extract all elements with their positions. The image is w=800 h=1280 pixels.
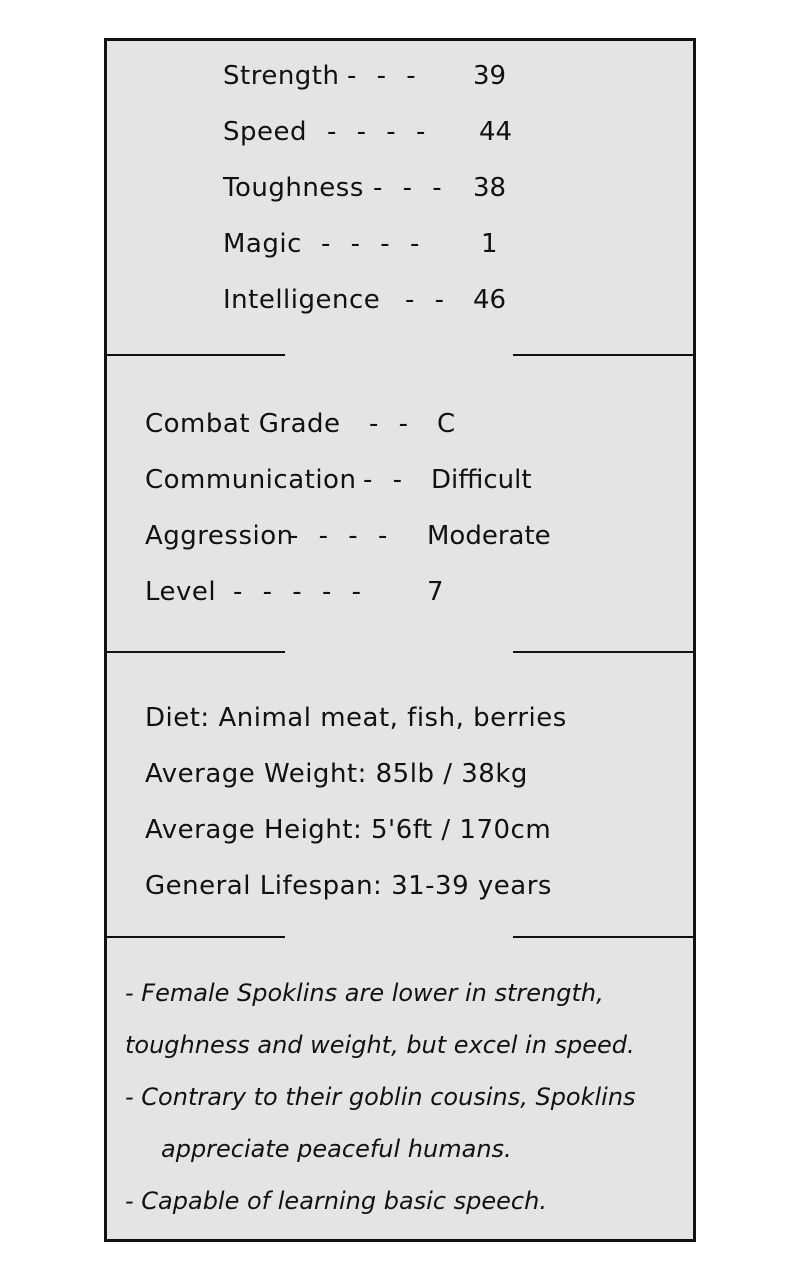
info-diet: Diet: Animal meat, fish, berries	[145, 703, 567, 733]
divider-right	[513, 936, 693, 938]
note-line: appreciate peaceful humans.	[161, 1135, 512, 1163]
stat-value-intelligence: 46	[473, 285, 507, 315]
trait-dashes: - -	[363, 465, 409, 495]
trait-dashes: - -	[369, 409, 415, 439]
trait-dashes: - - - - -	[233, 577, 367, 607]
trait-label-aggression: Aggression	[145, 521, 294, 551]
note-line: toughness and weight, but excel in speed…	[125, 1031, 635, 1059]
stat-label-intelligence: Intelligence	[223, 285, 381, 315]
stat-dashes: - - -	[347, 61, 422, 91]
stat-label-toughness: Toughness	[223, 173, 364, 203]
note-line: - Female Spoklins are lower in strength,	[125, 979, 604, 1007]
trait-value-communication: Difficult	[431, 465, 532, 495]
divider-left	[107, 651, 285, 653]
info-lifespan: General Lifespan: 31-39 years	[145, 871, 552, 901]
trait-label-combat-grade: Combat Grade	[145, 409, 341, 439]
stat-label-speed: Speed	[223, 117, 308, 147]
divider-right	[513, 651, 693, 653]
trait-dashes: - - - -	[289, 521, 394, 551]
stat-value-strength: 39	[473, 61, 507, 91]
stat-value-speed: 44	[479, 117, 513, 147]
divider-right	[513, 354, 693, 356]
stat-label-magic: Magic	[223, 229, 302, 259]
trait-label-level: Level	[145, 577, 217, 607]
note-line: - Capable of learning basic speech.	[125, 1187, 547, 1215]
trait-value-aggression: Moderate	[427, 521, 551, 551]
trait-value-level: 7	[427, 577, 444, 607]
info-average-weight: Average Weight: 85lb / 38kg	[145, 759, 528, 789]
divider-left	[107, 936, 285, 938]
info-average-height: Average Height: 5'6ft / 170cm	[145, 815, 552, 845]
trait-value-combat-grade: C	[437, 409, 456, 439]
stat-card-panel: Strength - - - 39 Speed - - - - 44 Tough…	[104, 38, 696, 1242]
divider-left	[107, 354, 285, 356]
stat-dashes: - - - -	[327, 117, 432, 147]
stat-dashes: - - - -	[321, 229, 426, 259]
stat-dashes: - -	[405, 285, 451, 315]
note-line: - Contrary to their goblin cousins, Spok…	[125, 1083, 636, 1111]
trait-label-communication: Communication	[145, 465, 357, 495]
stat-value-toughness: 38	[473, 173, 507, 203]
stat-value-magic: 1	[481, 229, 498, 259]
stat-label-strength: Strength	[223, 61, 340, 91]
stat-dashes: - - -	[373, 173, 448, 203]
